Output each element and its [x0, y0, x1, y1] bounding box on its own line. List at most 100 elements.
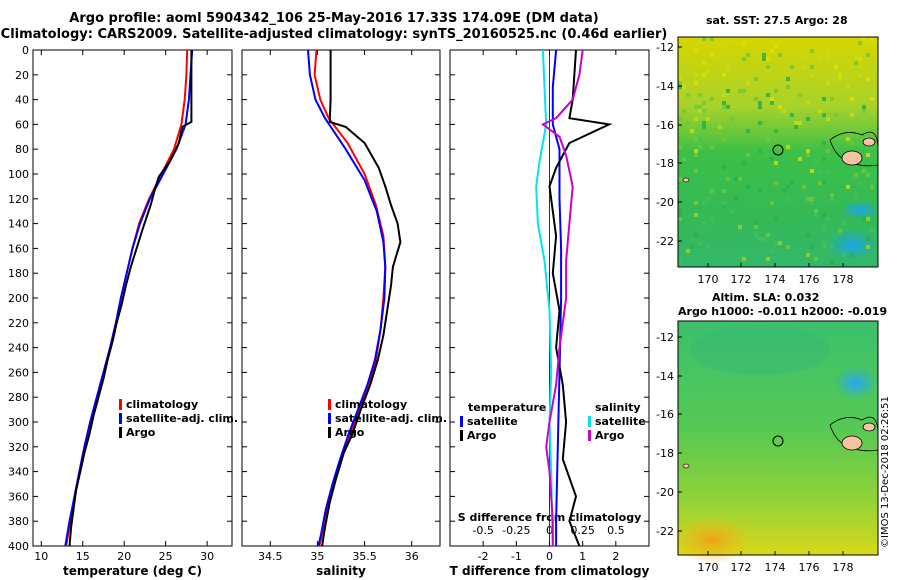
- sst-pixel: [774, 217, 778, 221]
- map-lat-label: -12: [656, 41, 674, 54]
- map-lat-label: -22: [656, 525, 674, 538]
- sst-pixel: [694, 137, 698, 141]
- legend-swatch: [588, 430, 591, 441]
- legend-swatch: [119, 413, 122, 424]
- legend-swatch: [328, 413, 331, 424]
- sst-pixel: [754, 233, 758, 237]
- sst-pixel: [706, 117, 710, 121]
- sst-pixel: [742, 57, 746, 61]
- sst-pixel: [742, 41, 746, 45]
- sst-pixel: [694, 181, 698, 185]
- sst-pixel: [826, 217, 830, 221]
- sst-pixel: [782, 189, 786, 193]
- map-lon-label: 174: [765, 561, 786, 574]
- sst-pixel: [694, 41, 698, 45]
- sst-pixel: [694, 153, 698, 157]
- sst-pixel: [778, 105, 782, 109]
- sst-pixel: [870, 181, 874, 185]
- legend-swatch: [119, 399, 122, 410]
- y-tick-label: 240: [8, 342, 29, 355]
- sst-pixel: [794, 121, 798, 125]
- sst-pixel: [710, 189, 714, 193]
- sst-pixel: [830, 193, 834, 197]
- sst-pixel: [746, 81, 750, 85]
- sla-map-title-line2: Argo h1000: -0.011 h2000: -0.019: [678, 305, 888, 318]
- sst-pixel: [698, 241, 702, 245]
- sst-pixel: [854, 61, 858, 65]
- sst-pixel: [850, 141, 854, 145]
- sst-pixel: [742, 161, 746, 165]
- sst-pixel: [706, 245, 710, 249]
- sst-pixel: [866, 53, 870, 57]
- sst-pixel: [786, 101, 790, 105]
- sst-pixel: [766, 57, 770, 61]
- sst-pixel: [694, 149, 698, 153]
- sst-pixel: [858, 41, 862, 45]
- legend-swatch: [328, 427, 331, 438]
- sst-pixel: [842, 253, 846, 257]
- sst-pixel: [790, 113, 794, 117]
- sst-pixel: [810, 49, 814, 53]
- sst-pixel: [822, 225, 826, 229]
- sst-pixel: [866, 173, 870, 177]
- x-tick-label: -2: [478, 550, 489, 563]
- sst-pixel: [738, 177, 742, 181]
- sst-pixel: [698, 145, 702, 149]
- sst-pixel: [694, 73, 698, 77]
- legend-swatch: [328, 399, 331, 410]
- sst-pixel: [806, 233, 810, 237]
- sst-pixel: [678, 145, 682, 149]
- y-tick-label: 280: [8, 391, 29, 404]
- sst-pixel: [810, 201, 814, 205]
- sst-pixel: [786, 145, 790, 149]
- sst-pixel: [678, 85, 682, 89]
- sst-pixel: [862, 217, 866, 221]
- legend-label: satellite-adj. clim.: [335, 412, 447, 425]
- x-axis-label: salinity: [316, 564, 366, 578]
- s-tick-label: -0.5: [472, 524, 493, 537]
- s-axis-label: S difference from climatology: [458, 511, 642, 524]
- sst-pixel: [694, 81, 698, 85]
- y-tick-label: 0: [22, 44, 29, 57]
- sst-pixel: [854, 193, 858, 197]
- sst-pixel: [870, 97, 874, 101]
- x-axis-label: temperature (deg C): [63, 564, 202, 578]
- sst-map-title: sat. SST: 27.5 Argo: 28: [706, 14, 848, 27]
- sst-pixel: [678, 213, 682, 217]
- sst-pixel: [850, 97, 854, 101]
- legend-label: climatology: [126, 398, 198, 411]
- x-tick-label: 10: [34, 550, 48, 563]
- sst-pixel: [858, 181, 862, 185]
- x-axis-label: T difference from climatology: [450, 564, 650, 578]
- sst-pixel: [774, 137, 778, 141]
- sst-pixel: [686, 121, 690, 125]
- sst-pixel: [726, 61, 730, 65]
- sst-pixel: [722, 101, 726, 105]
- sst-pixel: [850, 253, 854, 257]
- series-line-salinity-argo: [540, 49, 584, 546]
- sst-pixel: [766, 69, 770, 73]
- sst-pixel: [702, 201, 706, 205]
- sst-pixel: [806, 53, 810, 57]
- sst-pixel: [706, 69, 710, 73]
- y-tick-label: 340: [8, 466, 29, 479]
- series-line-temperature-satellite: [551, 49, 563, 546]
- sst-pixel: [846, 185, 850, 189]
- sst-pixel: [746, 185, 750, 189]
- sst-pixel: [758, 237, 762, 241]
- sst-pixel: [798, 53, 802, 57]
- sst-pixel: [846, 137, 850, 141]
- sst-pixel: [786, 185, 790, 189]
- sst-pixel: [790, 65, 794, 69]
- sst-pixel: [786, 85, 790, 89]
- sst-pixel: [810, 73, 814, 77]
- sst-pixel: [738, 89, 742, 93]
- sst-pixel: [778, 53, 782, 57]
- sst-pixel: [866, 245, 870, 249]
- x-tick-label: 35.5: [352, 550, 377, 563]
- sst-pixel: [686, 249, 690, 253]
- sst-pixel: [802, 185, 806, 189]
- sst-pixel: [866, 153, 870, 157]
- sst-pixel: [822, 41, 826, 45]
